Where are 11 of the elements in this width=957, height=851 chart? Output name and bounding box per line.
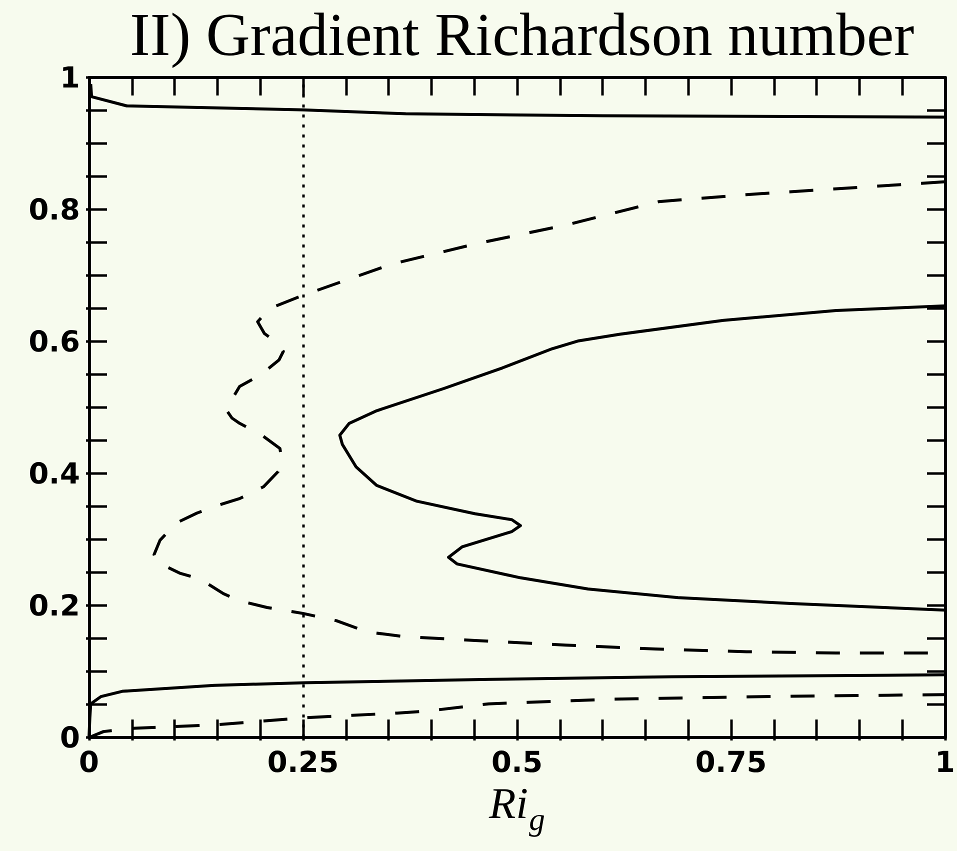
- x-tick-label: 0.5: [491, 745, 543, 779]
- y-tick-label: 0.4: [28, 456, 80, 490]
- x-tick-label: 1: [934, 745, 956, 779]
- x-tick-label: 0.75: [695, 745, 767, 779]
- y-tick-label: 0.6: [28, 324, 80, 358]
- y-tick-label: 0.8: [28, 192, 80, 226]
- y-tick-label: 0: [60, 720, 80, 754]
- y-tick-label: 1: [60, 60, 80, 94]
- y-tick-label: 0.2: [28, 588, 80, 622]
- chart-title: II) Gradient Richardson number: [130, 2, 914, 69]
- x-tick-label: 0.25: [267, 745, 339, 779]
